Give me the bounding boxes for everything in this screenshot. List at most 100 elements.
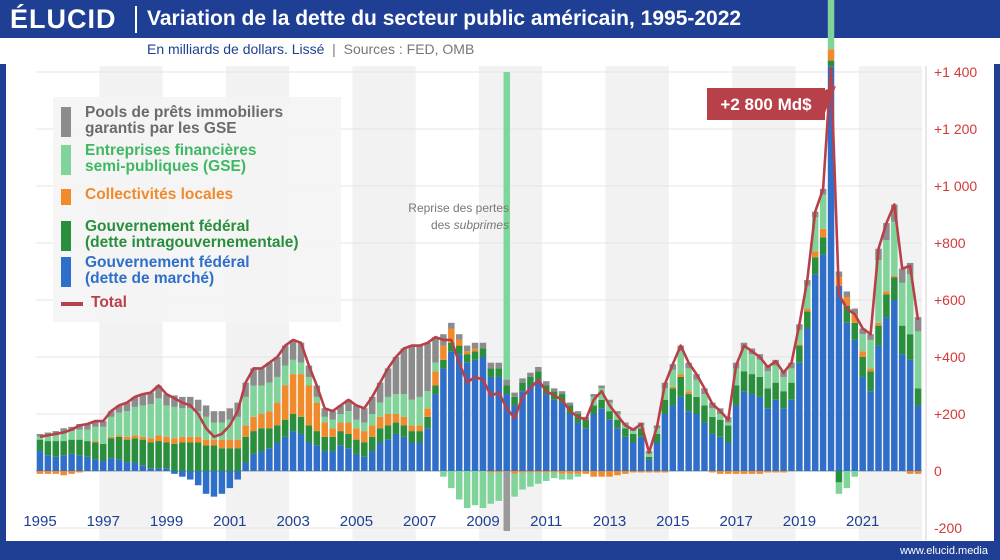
bar-intragov [384,425,392,440]
bar-pools [479,342,487,349]
bar-local [163,436,170,443]
bar-pools [542,381,550,386]
bar-local [218,439,226,449]
bar-gse [748,354,756,375]
bar-intragov [60,441,67,456]
bar-intragov [883,294,890,318]
bar-intragov [448,342,455,352]
bar-pools [353,405,360,420]
bar-local [179,436,186,443]
bar-pools [368,396,376,414]
bar-intragov [843,305,851,323]
bar-market [179,471,186,477]
bar-gse [171,406,178,439]
bar-local [250,416,257,432]
bar-market [851,339,859,471]
bar-pools [281,345,289,366]
bar-local [914,471,922,474]
bar-local [764,471,771,473]
bar-gse [281,365,289,386]
bar-intragov [281,419,289,437]
bar-pools [123,402,131,412]
bar-intragov [804,311,811,329]
bar-intragov [677,376,684,397]
subprimes-highlight [503,72,511,471]
bar-intragov [914,388,922,406]
bar-market [566,414,574,471]
bar-gse [115,412,123,436]
bar-pools [202,405,210,417]
bar-gse [297,362,305,375]
bar-local [827,49,835,61]
bar-local [550,471,558,473]
bar-local [408,425,416,432]
bar-market [756,396,764,471]
bar-market [234,471,241,480]
bar-intragov [756,376,764,397]
bar-local [266,411,273,429]
bar-market [883,317,890,471]
bar-gse [669,369,677,387]
bar-local [598,471,605,477]
bar-intragov [796,345,803,363]
bar-pools [606,399,613,403]
bar-market [511,405,518,471]
bar-local [867,368,874,372]
legend-label-line2: semi-publiques (GSE) [85,158,247,175]
bar-pools [685,362,692,369]
bar-intragov [234,448,241,471]
bar-intragov [107,438,115,459]
bar-market [274,442,281,471]
bar-gse [99,426,107,444]
bar-intragov [519,382,526,392]
bar-market [187,471,194,480]
bar-market [92,459,99,471]
bar-gse [740,348,748,372]
bar-gse [313,396,321,403]
bar-market [724,442,732,471]
bar-local [210,439,218,446]
bar-market [558,402,566,471]
bar-intragov [701,405,708,423]
bar-intragov [851,322,859,340]
bar-intragov [408,431,416,443]
bar-market [653,442,661,471]
legend: Pools de prêts immobiliers garantis par l… [53,97,341,322]
bar-local [724,471,732,474]
bar-market [424,428,431,471]
bar-market [155,468,162,471]
bar-market [36,451,44,471]
bar-market [258,451,265,471]
bar-local [542,471,550,473]
bar-gse [52,435,60,442]
bar-local [630,471,637,473]
bar-market [764,408,771,471]
bar-local [756,471,764,474]
bar-local [353,428,360,440]
bar-intragov [867,371,874,392]
y-tick-label: +800 [934,235,966,251]
bar-gse [677,351,684,375]
bar-gse [574,473,582,477]
bar-local [606,471,613,477]
bar-pools [898,268,906,283]
bar-intragov [194,442,202,471]
bar-local [645,471,653,473]
bar-local [519,471,526,473]
bar-local [748,471,756,474]
bar-market [115,459,123,471]
bar-pools [36,433,44,437]
bar-pools [471,342,479,349]
bar-pools [266,362,273,383]
bar-pools [321,408,328,417]
bar-gse [361,422,368,432]
bar-pools [455,334,463,340]
bar-local [115,435,123,437]
bar-intragov [115,436,123,460]
bar-intragov [875,325,882,346]
bar-intragov [606,411,613,420]
bar-pools [527,372,534,377]
bar-pools [163,394,170,406]
bar-gse [835,482,843,494]
footer-url[interactable]: www.elucid.media [899,545,988,557]
